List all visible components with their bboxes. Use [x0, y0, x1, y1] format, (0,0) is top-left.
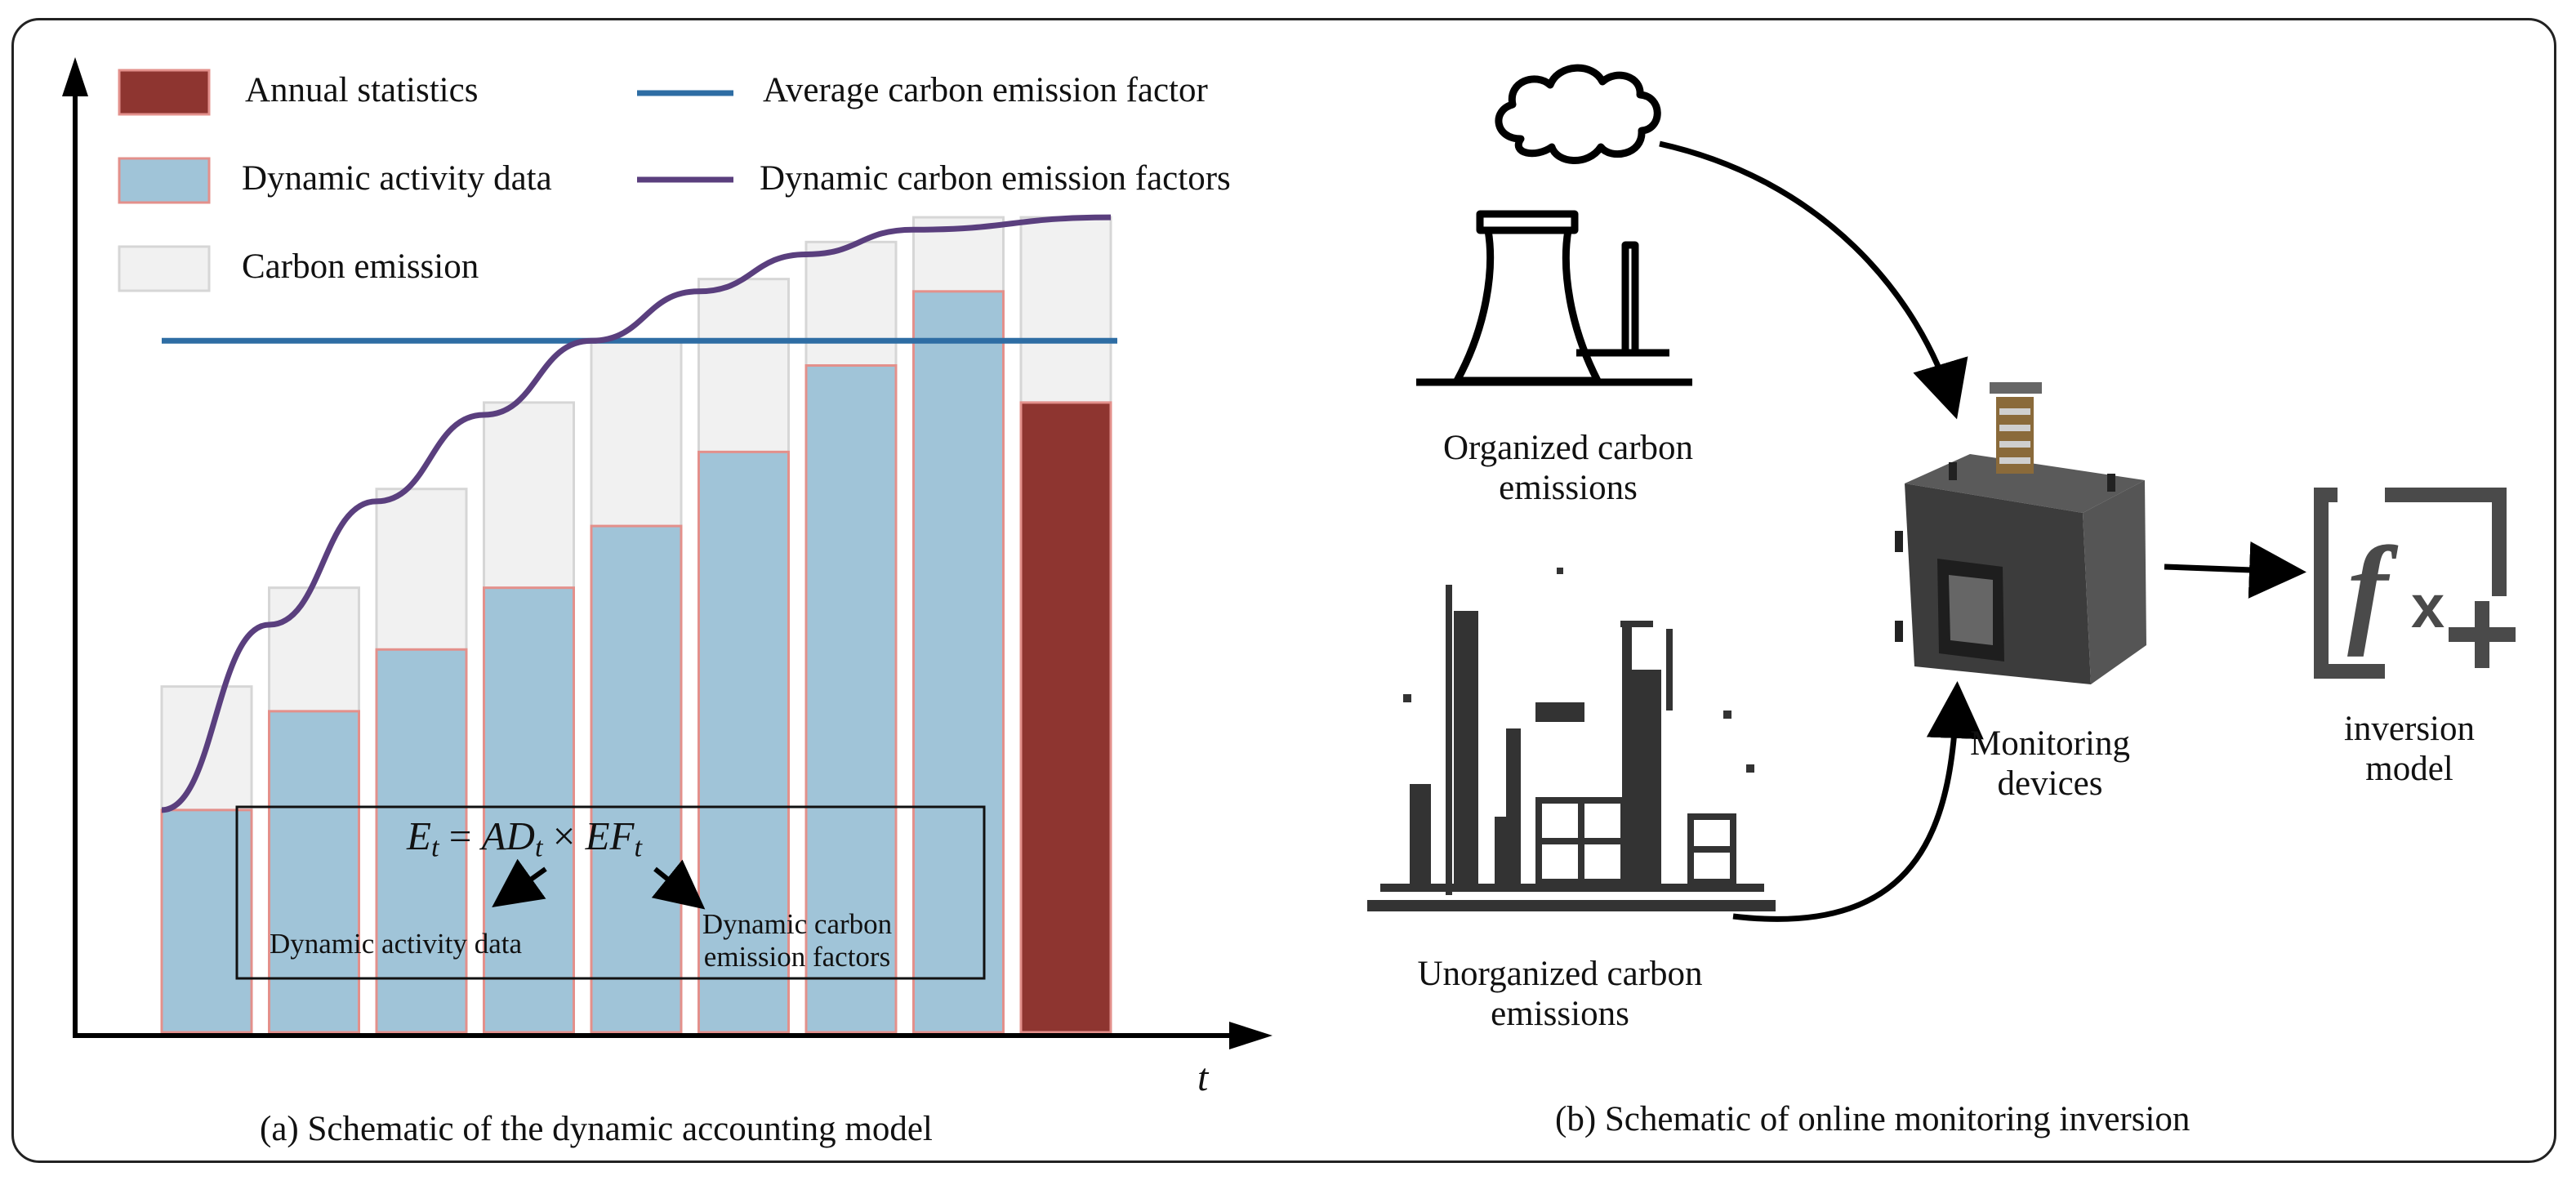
organized-line1: Organized carbon	[1442, 429, 1694, 467]
equation-box	[235, 805, 986, 980]
equation-equals: =	[439, 813, 482, 858]
legend-label-average: Average carbon emission factor	[763, 71, 1208, 109]
activity-data-bar	[590, 524, 683, 1034]
unorganized-line2: emissions	[1491, 995, 1629, 1034]
legend-label-emission: Carbon emission	[242, 247, 479, 286]
equation-times: ×	[542, 813, 586, 858]
monitoring-device-icon	[1895, 382, 2146, 684]
organized-emissions-label: Organized carbon emissions	[1372, 428, 1764, 509]
inversion-model-label: inversion model	[2287, 709, 2532, 790]
activity-data-bar	[268, 710, 360, 1034]
x-axis-arrow	[1229, 1022, 1272, 1049]
equation-sub-t1: t	[430, 831, 439, 863]
figure-frame	[11, 18, 2556, 1163]
inversion-line1: inversion	[2343, 710, 2476, 748]
svg-text:f: f	[2347, 522, 2399, 657]
legend-swatch-activity	[118, 157, 211, 204]
equation-arrow-activity	[492, 858, 547, 907]
equation-sub-t2: t	[534, 831, 543, 863]
unorganized-line1: Unorganized carbon	[1417, 955, 1703, 993]
equation-sub-t3: t	[634, 831, 643, 863]
equation-note-activity: Dynamic activity data	[270, 928, 523, 960]
inversion-line2: model	[2365, 750, 2453, 789]
factory-icon	[1416, 64, 1692, 386]
svg-text:x: x	[2411, 572, 2445, 640]
equation-e: E	[407, 813, 431, 858]
annual-statistics-bar	[1019, 401, 1112, 1034]
monitoring-devices-label: Monitoring devices	[1919, 724, 2181, 804]
monitoring-line1: Monitoring	[1970, 724, 2130, 763]
equation-ef: EF	[585, 813, 635, 858]
unorganized-emissions-label: Unorganized carbon emissions	[1356, 954, 1764, 1035]
activity-data-bar	[375, 648, 468, 1034]
legend-swatch-annual	[118, 69, 211, 116]
organized-line2: emissions	[1499, 469, 1638, 508]
arrow-unorganized-to-device	[1732, 681, 1984, 922]
y-axis-arrow	[62, 57, 88, 96]
dynamic-factor-curve	[161, 214, 1112, 813]
activity-data-bar	[912, 290, 1005, 1034]
caption-a: (a) Schematic of the dynamic accounting …	[260, 1110, 933, 1148]
function-icon: f x	[2314, 488, 2516, 679]
equation-note-factors-line2: emission factors	[703, 941, 891, 973]
equation-ad: AD	[481, 813, 535, 858]
legend-swatch-emission	[118, 245, 211, 292]
activity-data-bar	[483, 586, 575, 1034]
caption-b: (b) Schematic of online monitoring inver…	[1555, 1100, 2190, 1138]
x-axis-label: t	[1197, 1056, 1209, 1099]
arrow-organized-to-device	[1659, 140, 1968, 420]
refinery-icon	[1367, 568, 1776, 911]
arrow-device-to-model	[2164, 541, 2306, 599]
equation-arrow-factors	[651, 859, 706, 910]
equation: Et = ADt × EFt	[407, 813, 642, 864]
equation-note-factors-line1: Dynamic carbon	[702, 908, 893, 940]
monitoring-line2: devices	[1997, 764, 2103, 804]
equation-note-factors: Dynamic carbon emission factors	[675, 908, 920, 974]
activity-data-bar	[804, 364, 898, 1034]
legend-label-dynamic: Dynamic carbon emission factors	[760, 159, 1231, 198]
activity-data-bar	[697, 450, 790, 1034]
legend-label-annual: Annual statistics	[245, 71, 479, 109]
legend-label-activity: Dynamic activity data	[242, 159, 552, 198]
